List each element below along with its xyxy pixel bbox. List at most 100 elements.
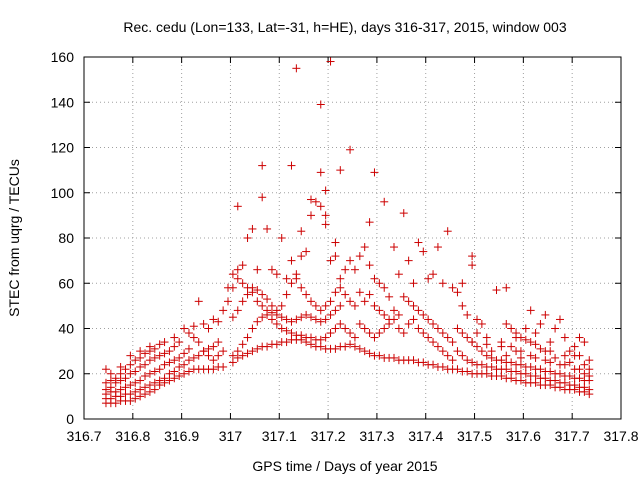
data-point — [453, 347, 462, 356]
data-point — [580, 383, 589, 392]
data-point — [282, 315, 291, 324]
data-point — [131, 387, 140, 396]
axis-ticks: 316.7 316.8 316.9 317 317.1 317.2 317.3 317.4 31… — [51, 49, 639, 444]
data-point — [531, 340, 540, 349]
data-point — [287, 329, 296, 338]
data-point — [141, 349, 150, 358]
x-tick-label: 317.4 — [408, 428, 443, 444]
data-point — [155, 365, 164, 374]
data-point — [307, 340, 316, 349]
data-point — [555, 360, 564, 369]
data-point — [248, 324, 257, 333]
data-point — [380, 197, 389, 206]
data-point — [429, 338, 438, 347]
data-point — [404, 297, 413, 306]
data-point — [448, 356, 457, 365]
data-point — [521, 369, 530, 378]
data-point — [316, 100, 325, 109]
data-point — [160, 360, 169, 369]
data-point — [170, 374, 179, 383]
y-tick-label: 80 — [58, 230, 74, 246]
data-point — [331, 252, 340, 261]
data-point — [184, 344, 193, 353]
data-point — [277, 324, 286, 333]
data-point — [575, 333, 584, 342]
data-point — [224, 297, 233, 306]
data-point — [526, 362, 535, 371]
data-point — [336, 274, 345, 283]
data-point — [331, 238, 340, 247]
data-point — [350, 333, 359, 342]
data-point — [292, 64, 301, 73]
data-point — [375, 351, 384, 360]
data-point — [419, 329, 428, 338]
data-point — [194, 338, 203, 347]
data-point — [106, 369, 115, 378]
data-point — [570, 342, 579, 351]
data-point — [243, 283, 252, 292]
data-point — [238, 351, 247, 360]
data-point — [585, 385, 594, 394]
data-point — [101, 365, 110, 374]
data-point — [512, 347, 521, 356]
data-point — [497, 372, 506, 381]
data-point — [541, 374, 550, 383]
data-point — [209, 342, 218, 351]
data-point — [365, 218, 374, 227]
data-point — [433, 243, 442, 252]
data-point — [468, 252, 477, 261]
data-point — [233, 347, 242, 356]
data-point — [531, 378, 540, 387]
data-point — [316, 317, 325, 326]
data-point — [150, 385, 159, 394]
data-point — [316, 202, 325, 211]
data-point — [165, 369, 174, 378]
data-point — [580, 338, 589, 347]
data-point — [121, 374, 130, 383]
data-point — [194, 297, 203, 306]
data-point — [346, 256, 355, 265]
data-point — [404, 319, 413, 328]
data-point — [389, 306, 398, 315]
data-point — [536, 319, 545, 328]
data-point — [502, 365, 511, 374]
data-point — [585, 372, 594, 381]
data-point — [160, 338, 169, 347]
data-point — [233, 274, 242, 283]
data-point — [350, 301, 359, 310]
data-point — [307, 211, 316, 220]
data-point — [155, 340, 164, 349]
data-point — [243, 349, 252, 358]
data-point — [370, 274, 379, 283]
data-point — [414, 324, 423, 333]
data-point — [287, 317, 296, 326]
data-point — [546, 358, 555, 367]
data-point — [507, 342, 516, 351]
data-point — [380, 324, 389, 333]
data-point — [565, 358, 574, 367]
data-point — [326, 57, 335, 66]
data-point — [531, 329, 540, 338]
x-tick-label: 317 — [219, 428, 243, 444]
data-point — [150, 344, 159, 353]
data-point — [409, 279, 418, 288]
data-point — [472, 342, 481, 351]
data-point — [365, 329, 374, 338]
data-point — [116, 362, 125, 371]
data-point — [463, 310, 472, 319]
y-tick-label: 0 — [66, 411, 74, 427]
data-point — [419, 247, 428, 256]
data-point — [355, 344, 364, 353]
data-point — [326, 329, 335, 338]
data-point — [575, 351, 584, 360]
data-point — [555, 369, 564, 378]
data-point — [507, 324, 516, 333]
data-point — [141, 360, 150, 369]
data-point — [297, 331, 306, 340]
data-point — [414, 306, 423, 315]
data-point — [106, 383, 115, 392]
data-point — [184, 367, 193, 376]
data-point — [555, 315, 564, 324]
data-point — [116, 385, 125, 394]
data-point — [399, 292, 408, 301]
